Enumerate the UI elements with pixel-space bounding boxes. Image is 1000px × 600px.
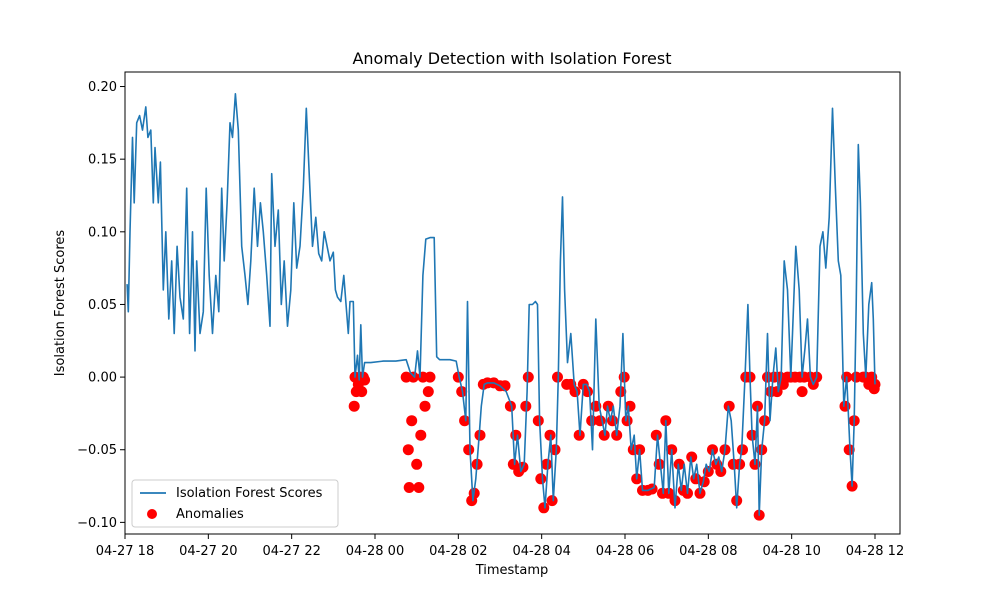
chart-title: Anomaly Detection with Isolation Forest bbox=[352, 49, 671, 68]
legend-label-anomalies: Anomalies bbox=[176, 507, 244, 522]
anomaly-point-14 bbox=[413, 482, 425, 493]
y-axis: 0.20 0.15 0.10 0.05 0.00 −0.05 −0.10 bbox=[77, 80, 125, 531]
anomaly-point-39 bbox=[522, 371, 534, 383]
y-tick-label-1: 0.15 bbox=[88, 153, 117, 168]
anomaly-point-35 bbox=[510, 429, 522, 441]
y-tick-label-6: −0.10 bbox=[77, 516, 117, 531]
x-tick-label-9: 04-28 12 bbox=[846, 544, 904, 559]
legend-label-scores: Isolation Forest Scores bbox=[176, 486, 323, 501]
anomaly-point-106 bbox=[771, 386, 783, 398]
anomaly-point-23 bbox=[463, 444, 475, 456]
x-tick-label-4: 04-28 02 bbox=[429, 544, 487, 559]
anomaly-point-43 bbox=[541, 458, 553, 470]
plot-area bbox=[126, 93, 881, 521]
anomaly-point-15 bbox=[415, 429, 427, 441]
anomaly-point-11 bbox=[406, 415, 418, 427]
anomaly-point-22 bbox=[459, 415, 471, 427]
x-tick-label-1: 04-27 20 bbox=[179, 544, 237, 559]
anomaly-point-33 bbox=[504, 400, 516, 412]
anomaly-point-84 bbox=[698, 476, 710, 488]
anomaly-point-59 bbox=[607, 415, 618, 427]
x-axis: 04-27 18 04-27 20 04-27 22 04-28 00 04-28 02… bbox=[96, 534, 904, 559]
x-tick-label-5: 04-28 04 bbox=[512, 544, 570, 559]
score-line bbox=[126, 93, 876, 516]
anomaly-point-71 bbox=[650, 429, 662, 441]
anomaly-point-90 bbox=[723, 400, 735, 412]
anomaly-points bbox=[348, 371, 881, 521]
legend-box bbox=[131, 479, 339, 528]
x-tick-label-2: 04-27 22 bbox=[262, 544, 320, 559]
anomaly-point-18 bbox=[422, 386, 434, 398]
y-tick-label-4: 0.00 bbox=[88, 371, 117, 386]
anomaly-point-113 bbox=[796, 386, 808, 398]
anomaly-point-56 bbox=[594, 415, 606, 427]
x-axis-label: Timestamp bbox=[475, 563, 549, 578]
y-tick-label-2: 0.10 bbox=[88, 225, 117, 240]
anomaly-point-9 bbox=[402, 444, 414, 456]
x-tick-label-6: 04-28 06 bbox=[596, 544, 654, 559]
legend: Isolation Forest Scores Anomalies bbox=[131, 479, 339, 528]
y-tick-label-5: −0.05 bbox=[77, 443, 117, 458]
anomaly-point-7 bbox=[359, 374, 371, 386]
anomaly-point-40 bbox=[532, 415, 544, 427]
anomaly-point-45 bbox=[546, 495, 558, 507]
anomaly-point-78 bbox=[673, 458, 685, 470]
anomaly-point-10 bbox=[403, 482, 415, 493]
anomaly-point-88 bbox=[715, 466, 727, 477]
y-tick-label-3: 0.05 bbox=[88, 298, 117, 313]
legend-dot-swatch bbox=[147, 509, 157, 519]
x-tick-label-3: 04-28 00 bbox=[346, 544, 404, 559]
anomaly-point-20 bbox=[452, 371, 464, 383]
anomaly-point-41 bbox=[535, 473, 547, 485]
x-tick-label-0: 04-27 18 bbox=[96, 544, 154, 559]
anomaly-point-12 bbox=[407, 371, 419, 383]
anomaly-point-13 bbox=[411, 458, 423, 470]
anomaly-point-81 bbox=[686, 451, 698, 463]
anomaly-point-17 bbox=[419, 400, 431, 412]
y-axis-label: Isolation Forest Scores bbox=[53, 230, 68, 377]
plot-frame bbox=[124, 71, 901, 535]
anomaly-point-0 bbox=[348, 400, 360, 412]
anomaly-point-19 bbox=[424, 371, 436, 383]
x-tick-label-7: 04-28 08 bbox=[679, 544, 737, 559]
anomaly-point-42 bbox=[538, 502, 550, 514]
x-tick-label-8: 04-28 10 bbox=[762, 544, 820, 559]
y-tick-label-0: 0.20 bbox=[88, 80, 117, 95]
anomaly-point-5 bbox=[356, 386, 368, 398]
